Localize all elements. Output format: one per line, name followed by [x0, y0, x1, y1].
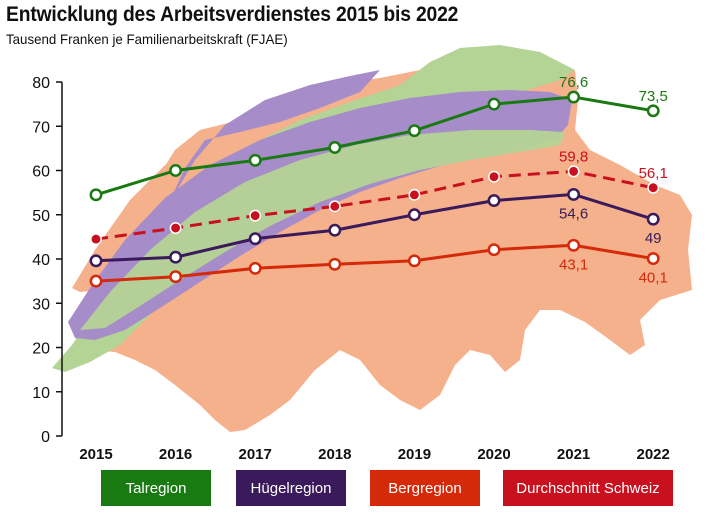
data-point-talregion — [567, 90, 581, 104]
x-tick-label: 2016 — [159, 446, 192, 463]
data-label-layer: 76,6 73,5 54,6 49 43,1 40,1 59,8 56,1 — [559, 74, 668, 287]
data-point-talregion — [89, 188, 103, 202]
map-purple-band-upper — [168, 70, 380, 205]
series-line-talregion — [95, 95, 654, 197]
data-label-talregion: 73,5 — [639, 88, 668, 105]
data-point-huegelregion — [169, 250, 183, 264]
data-point-durchschnitt-schweiz — [647, 181, 660, 194]
data-label-bergregion: 43,1 — [559, 256, 588, 273]
data-point-talregion — [328, 141, 342, 154]
series-line-bergregion — [95, 243, 654, 283]
y-tick-label: 70 — [32, 119, 50, 136]
y-tick-label: 50 — [32, 208, 50, 225]
x-tick-label: 2017 — [239, 446, 272, 463]
data-label-talregion: 76,6 — [559, 74, 588, 91]
data-point-talregion — [407, 124, 421, 138]
x-tick-label: 2019 — [398, 446, 431, 463]
data-point-huegelregion — [487, 194, 501, 208]
data-point-talregion — [646, 104, 660, 118]
data-point-bergregion — [567, 238, 581, 252]
data-point-huegelregion — [646, 212, 660, 226]
data-point-talregion — [248, 153, 262, 167]
data-point-talregion — [169, 164, 183, 177]
legend-label: Hügelregion — [250, 479, 332, 497]
data-point-durchschnitt-schweiz — [169, 222, 182, 234]
x-tick-label: 2021 — [557, 446, 590, 463]
legend-item-talregion: Talregion — [101, 470, 211, 506]
data-label-durchschnitt-schweiz: 59,8 — [559, 148, 588, 165]
legend-item-durchschnitt-schweiz: Durchschnitt Schweiz — [503, 470, 673, 506]
map-switzerland-silhouette — [80, 60, 692, 432]
data-point-bergregion — [248, 261, 262, 275]
series-line-huegelregion — [95, 192, 654, 263]
data-point-huegelregion — [248, 232, 262, 246]
y-tick-label: 60 — [32, 164, 50, 181]
data-point-durchschnitt-schweiz — [249, 209, 262, 222]
x-tick-label: 2018 — [318, 446, 351, 463]
data-point-talregion — [487, 97, 501, 111]
x-tick-label: 2020 — [477, 446, 510, 463]
x-tick-label: 2022 — [637, 446, 670, 463]
y-tick-label: 80 — [32, 75, 50, 92]
legend-label: Bergregion — [388, 479, 462, 497]
y-tick-label: 0 — [41, 429, 50, 446]
y-tick-label: 30 — [32, 296, 50, 313]
data-point-bergregion — [89, 274, 103, 288]
data-label-bergregion: 40,1 — [639, 270, 668, 287]
data-point-durchschnitt-schweiz — [567, 165, 580, 178]
data-point-huegelregion — [567, 187, 581, 201]
data-point-durchschnitt-schweiz — [90, 233, 102, 246]
data-point-durchschnitt-schweiz — [408, 188, 421, 201]
series-layer — [89, 90, 660, 288]
data-point-durchschnitt-schweiz — [488, 170, 500, 183]
legend-label: Durchschnitt Schweiz — [516, 479, 660, 497]
chart-title: Entwicklung des Arbeitsverdienstes 2015 … — [6, 3, 459, 26]
y-tick-label: 20 — [32, 341, 50, 358]
data-label-huegelregion: 49 — [645, 230, 662, 247]
map-green-band — [52, 45, 575, 372]
data-point-bergregion — [646, 252, 660, 266]
data-point-durchschnitt-schweiz — [328, 200, 341, 213]
legend-item-bergregion: Bergregion — [370, 470, 480, 506]
y-tick-label: 40 — [32, 252, 50, 269]
data-point-bergregion — [169, 270, 183, 284]
chart-subtitle: Tausend Franken je Familienarbeitskraft … — [6, 31, 288, 47]
legend-item-huegelregion: Hügelregion — [236, 470, 346, 506]
y-axis: 0 10 20 30 40 50 60 70 80 2015 2016 2017 2018 2019 202… — [32, 75, 670, 463]
switzerland-map-background — [52, 45, 692, 432]
data-label-huegelregion: 54,6 — [559, 205, 588, 222]
data-point-huegelregion — [89, 254, 103, 268]
data-point-bergregion — [328, 257, 342, 271]
x-tick-label: 2015 — [79, 446, 112, 463]
legend-label: Talregion — [125, 479, 187, 497]
data-point-bergregion — [487, 243, 501, 257]
data-point-huegelregion — [407, 208, 421, 222]
y-tick-label: 10 — [32, 385, 50, 402]
data-point-huegelregion — [328, 223, 342, 237]
data-point-bergregion — [407, 254, 421, 268]
data-label-durchschnitt-schweiz: 56,1 — [639, 165, 668, 182]
